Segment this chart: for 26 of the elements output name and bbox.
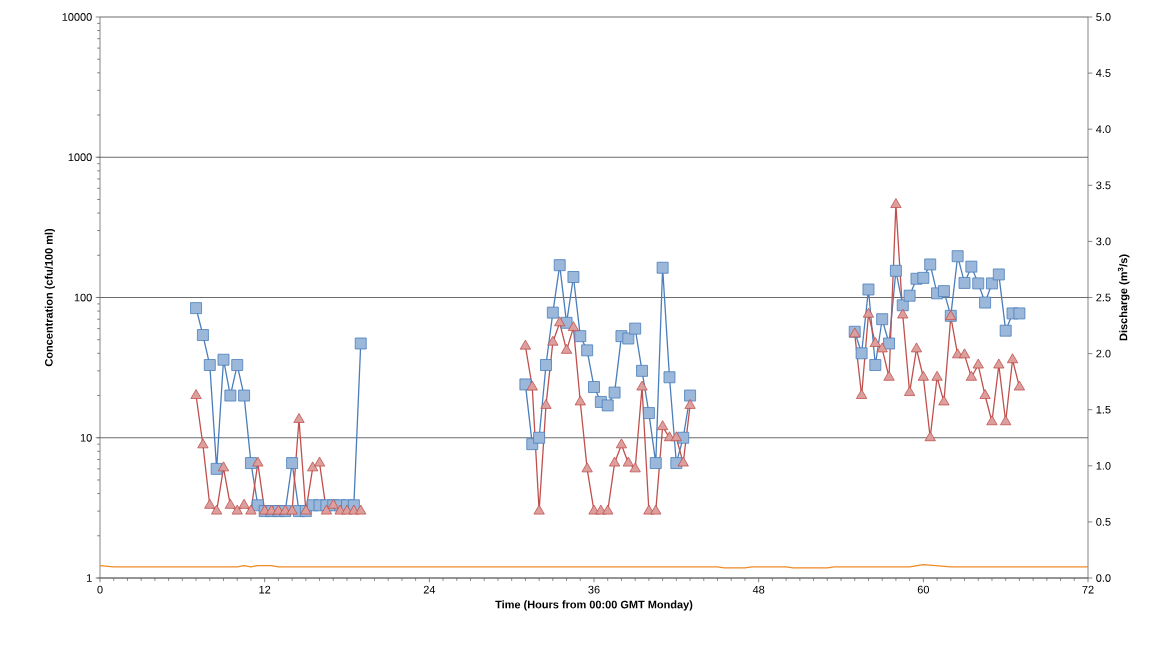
y2-tick-label: 1.5 [1096, 405, 1111, 414]
x-tick-label: 72 [1082, 585, 1094, 594]
y2-tick-label: 0.5 [1096, 518, 1111, 526]
y-tick-label: 1000 [68, 153, 92, 162]
y2-tick-label: 3.0 [1096, 237, 1111, 246]
y2-tick-label: 0.0 [1096, 574, 1111, 582]
x-tick-label: 48 [752, 585, 765, 594]
y-tick-label: 10 [80, 433, 92, 442]
x-tick-label: 60 [917, 585, 929, 594]
y2-tick-label: 2.0 [1096, 349, 1111, 358]
x-tick-label: 0 [97, 585, 103, 594]
x-tick-label: 12 [259, 585, 271, 594]
y2-tick-label: 2.5 [1096, 293, 1111, 302]
y2-tick-label: 1.0 [1096, 461, 1111, 470]
y-tick-label: 100 [74, 293, 92, 302]
y2-tick-label: 4.5 [1096, 69, 1111, 77]
y2-tick-label: 5.0 [1096, 13, 1111, 21]
y-tick-label: 1 [86, 574, 92, 582]
x-tick-label: 36 [588, 585, 600, 594]
y2-tick-label: 4.0 [1096, 125, 1111, 134]
y2-tick-label: 3.5 [1096, 181, 1111, 190]
y-tick-label: 10000 [62, 13, 92, 21]
x-axis-title: Time (Hours from 00:00 GMT Monday) [495, 600, 693, 611]
y-axis-title: Concentration (cfu/100 ml) [44, 228, 55, 367]
x-tick-label: 24 [423, 585, 436, 594]
y2-axis-title: Discharge (m$^{3}$/s) [1117, 254, 1130, 341]
